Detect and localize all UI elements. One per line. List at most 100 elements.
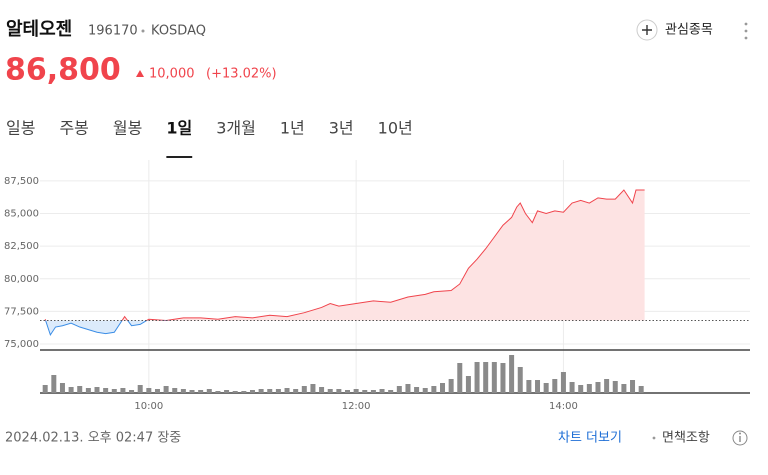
volume-bar — [621, 384, 627, 393]
volume-bar — [362, 390, 368, 393]
x-tick-label: 10:00 — [134, 401, 163, 412]
volume-bar — [137, 385, 143, 393]
x-tick-label: 12:00 — [342, 401, 371, 412]
price: 86,800 — [5, 53, 121, 88]
volume-bar — [457, 363, 463, 393]
volume-bar — [275, 389, 281, 393]
volume-bar — [232, 391, 238, 393]
y-tick-label: 75,000 — [4, 339, 39, 350]
volume-bar — [448, 379, 454, 393]
tab[interactable]: 1일 — [166, 119, 192, 138]
volume-bar — [77, 386, 83, 393]
watch-label[interactable]: 관심종목 — [665, 23, 713, 38]
volume-bar — [42, 385, 48, 393]
price-line-down — [45, 320, 170, 336]
volume-bar — [284, 388, 290, 393]
volume-bar — [483, 362, 489, 393]
tab-bar: 일봉 주봉 월봉 1일 3개월 1년 3년 10년 — [6, 119, 413, 158]
tab[interactable]: 10년 — [378, 119, 413, 138]
more-menu[interactable] — [744, 22, 748, 40]
tab[interactable]: 3개월 — [216, 119, 256, 138]
volume-bar — [405, 384, 411, 393]
volume-bar — [500, 363, 506, 393]
volume-bar — [526, 380, 532, 393]
volume-bar — [198, 390, 204, 393]
area-down — [45, 320, 147, 335]
volume-bar — [319, 387, 325, 393]
volume-bar — [163, 386, 169, 393]
volume-bar — [552, 379, 558, 393]
volume-bar — [414, 387, 420, 393]
y-tick-label: 77,500 — [4, 306, 39, 317]
volume-bar — [638, 386, 644, 393]
volume-bar — [129, 390, 135, 393]
up-arrow — [136, 70, 144, 77]
volume-bar — [474, 362, 480, 393]
volume-bar — [440, 383, 446, 393]
volume-bar — [146, 388, 152, 393]
stock-name: 알테오젠 — [6, 19, 72, 40]
volume-bar — [543, 383, 549, 393]
tab[interactable]: 월봉 — [113, 119, 142, 138]
volume-bar — [578, 385, 584, 393]
volume-bar — [396, 386, 402, 393]
timestamp: 2024.02.13. 오후 02:47 장중 — [5, 431, 181, 446]
volume-bar — [51, 375, 57, 393]
volume-bar — [595, 382, 601, 393]
volume-bar — [215, 391, 221, 393]
volume-bar — [103, 388, 109, 393]
volume-bar — [422, 388, 428, 393]
x-tick-label: 14:00 — [549, 401, 578, 412]
volume-bar — [353, 389, 359, 393]
volume-bar — [180, 389, 186, 393]
stock-code: 196170 — [88, 24, 138, 39]
separator — [652, 436, 656, 440]
volume-bar — [172, 388, 178, 393]
volume-bar — [293, 389, 299, 393]
volume-bar — [111, 389, 117, 393]
volume-bar — [258, 389, 264, 393]
volume-bar — [586, 384, 592, 393]
volume-bar — [612, 381, 618, 393]
volume-bar — [120, 388, 126, 393]
volume-bar — [189, 390, 195, 393]
volume-bar — [370, 390, 376, 393]
plus — [642, 25, 652, 35]
price-line-up — [44, 189, 645, 321]
watch-button[interactable]: 관심종목 — [636, 19, 713, 41]
watch-icon — [636, 19, 658, 41]
volume-bar — [241, 391, 247, 393]
change: 10,000 — [149, 67, 195, 82]
volume-bar — [68, 387, 74, 393]
disclaimer-link[interactable]: 면책조항 — [662, 431, 710, 446]
volume-bar — [569, 382, 575, 393]
market: KOSDAQ — [151, 24, 206, 39]
volume-bar — [59, 383, 65, 393]
volume-bar — [336, 389, 342, 393]
volume-bar — [267, 389, 273, 393]
area-up — [45, 190, 645, 321]
separator — [141, 29, 145, 33]
volume-bar — [94, 387, 100, 393]
volume-bar — [154, 389, 160, 393]
volume-bar — [604, 379, 610, 393]
volume-bar — [379, 389, 385, 393]
volume-bar — [517, 367, 523, 393]
tab[interactable]: 일봉 — [6, 119, 35, 138]
more-chart-link[interactable]: 차트 더보기 — [558, 431, 622, 446]
chart: 75,000 77,500 80,000 82,500 85,000 87,500 10:0… — [4, 160, 750, 412]
tab[interactable]: 1년 — [280, 119, 305, 138]
volume-bar — [388, 390, 394, 393]
volume-bar — [344, 390, 350, 393]
y-tick-label: 82,500 — [4, 241, 39, 252]
info-icon[interactable] — [732, 430, 748, 446]
volume-bar — [465, 376, 471, 393]
volume-bar — [560, 372, 566, 393]
volume-bar — [249, 390, 255, 393]
tab[interactable]: 3년 — [329, 119, 354, 138]
volume-bar — [491, 362, 497, 393]
change-pct: (+13.02%) — [206, 67, 277, 82]
tab[interactable]: 주봉 — [59, 119, 88, 138]
